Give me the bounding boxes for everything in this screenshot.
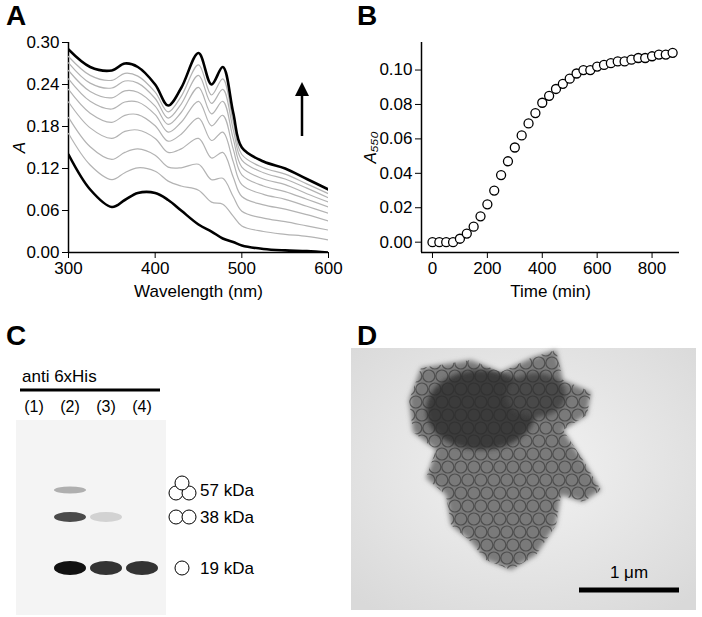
html-text:C: C [6, 320, 27, 351]
svg-text:600: 600 [314, 259, 342, 278]
svg-text:(2): (2) [60, 398, 80, 415]
html-text:D: D [357, 320, 378, 351]
svg-text:0.30: 0.30 [26, 33, 59, 52]
svg-text:anti 6xHis: anti 6xHis [22, 367, 97, 386]
svg-text:400: 400 [528, 259, 556, 278]
html-text:A: A [6, 0, 27, 31]
svg-text:Wavelength (nm): Wavelength (nm) [134, 282, 263, 301]
svg-text:0.24: 0.24 [26, 75, 59, 94]
svg-text:1 μm: 1 μm [610, 563, 648, 582]
svg-text:0.12: 0.12 [26, 159, 59, 178]
svg-text:0.02: 0.02 [379, 198, 412, 217]
svg-text:0: 0 [428, 259, 437, 278]
svg-text:800: 800 [638, 259, 666, 278]
svg-text:0.04: 0.04 [379, 164, 412, 183]
svg-text:57 kDa: 57 kDa [200, 481, 254, 500]
svg-text:(3): (3) [96, 398, 116, 415]
svg-text:400: 400 [141, 259, 169, 278]
svg-text:(4): (4) [132, 398, 152, 415]
svg-text:A₅₅₀: A₅₅₀ [361, 131, 380, 164]
svg-text:0.10: 0.10 [379, 60, 412, 79]
svg-text:500: 500 [228, 259, 256, 278]
svg-text:(1): (1) [24, 398, 44, 415]
svg-text:0.00: 0.00 [26, 242, 60, 262]
svg-text:0.06: 0.06 [379, 129, 412, 148]
svg-text:0.08: 0.08 [379, 95, 412, 114]
html-text:B: B [357, 0, 378, 31]
svg-text:A: A [10, 142, 29, 154]
svg-text:0.06: 0.06 [26, 201, 59, 220]
svg-text:0.00: 0.00 [379, 233, 412, 252]
svg-text:600: 600 [583, 259, 611, 278]
svg-text:0.18: 0.18 [26, 117, 59, 136]
svg-text:200: 200 [473, 259, 501, 278]
svg-text:300: 300 [54, 259, 82, 278]
svg-text:38 kDa: 38 kDa [200, 508, 254, 527]
svg-text:19 kDa: 19 kDa [200, 559, 254, 578]
svg-text:Time (min): Time (min) [510, 282, 591, 301]
